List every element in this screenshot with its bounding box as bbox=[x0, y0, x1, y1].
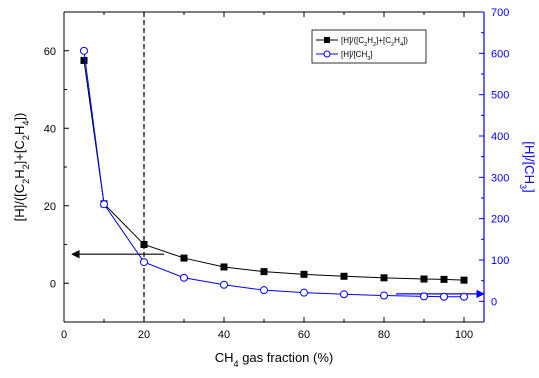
legend-box bbox=[311, 29, 427, 64]
series-1-point bbox=[300, 270, 308, 278]
series-1-point bbox=[260, 268, 268, 276]
legend-label: [H]/([C2H2]+[C2H4]) bbox=[341, 36, 408, 48]
series-1-point bbox=[140, 241, 148, 248]
y-right-tick-label: 300 bbox=[491, 172, 509, 184]
series-1-point bbox=[440, 275, 448, 283]
x-tick-label: 20 bbox=[138, 329, 150, 341]
series-1-point bbox=[220, 263, 228, 271]
series-2-point bbox=[140, 258, 148, 267]
series-1-point bbox=[380, 274, 388, 282]
y-right-tick-label: 0 bbox=[491, 296, 497, 308]
series-2-point bbox=[460, 292, 468, 301]
y-left-axis-title: [H]/([C2H2]+[C2H4]) bbox=[12, 113, 31, 222]
series-2-point bbox=[100, 200, 108, 209]
y-left-tick-label: 0 bbox=[50, 278, 56, 290]
y-right-tick-label: 600 bbox=[491, 48, 509, 60]
x-tick-label: 0 bbox=[61, 329, 67, 341]
y-left-tick-label: 20 bbox=[44, 201, 56, 213]
series-1-point bbox=[80, 56, 88, 64]
y-right-axis-title: [H]/[CH3] bbox=[518, 141, 537, 192]
series-1-point bbox=[420, 275, 428, 283]
y-left-tick-label: 40 bbox=[44, 123, 56, 135]
y-right-tick-label: 100 bbox=[491, 255, 509, 267]
series-2-point bbox=[260, 286, 268, 295]
series-2-point bbox=[300, 288, 308, 297]
x-tick-label: 80 bbox=[378, 329, 390, 341]
series-2-point bbox=[380, 291, 388, 300]
series-2-point bbox=[180, 273, 188, 282]
y-right-tick-label: 700 bbox=[491, 7, 509, 19]
series-1-point bbox=[460, 276, 468, 284]
x-tick-label: 100 bbox=[455, 329, 473, 341]
series-1-point bbox=[340, 272, 348, 280]
series-2-point bbox=[420, 292, 428, 301]
x-tick-label: 60 bbox=[298, 329, 310, 341]
x-axis-title: CH4 gas fraction (%) bbox=[215, 350, 334, 369]
legend-label: [H]/[CH3] bbox=[341, 50, 373, 62]
y-right-tick-label: 500 bbox=[491, 90, 509, 102]
series-1-point bbox=[180, 254, 188, 262]
series-2-point bbox=[440, 292, 448, 301]
y-right-tick-label: 200 bbox=[491, 214, 509, 226]
y-right-tick-label: 400 bbox=[491, 131, 509, 143]
series-2-point bbox=[340, 290, 348, 299]
x-tick-label: 40 bbox=[218, 329, 230, 341]
legend-swatch-marker bbox=[324, 37, 330, 43]
y-left-tick-label: 60 bbox=[44, 46, 56, 58]
series-2-point bbox=[220, 280, 228, 289]
legend-swatch-marker bbox=[323, 50, 331, 58]
series-2-point bbox=[80, 46, 88, 55]
